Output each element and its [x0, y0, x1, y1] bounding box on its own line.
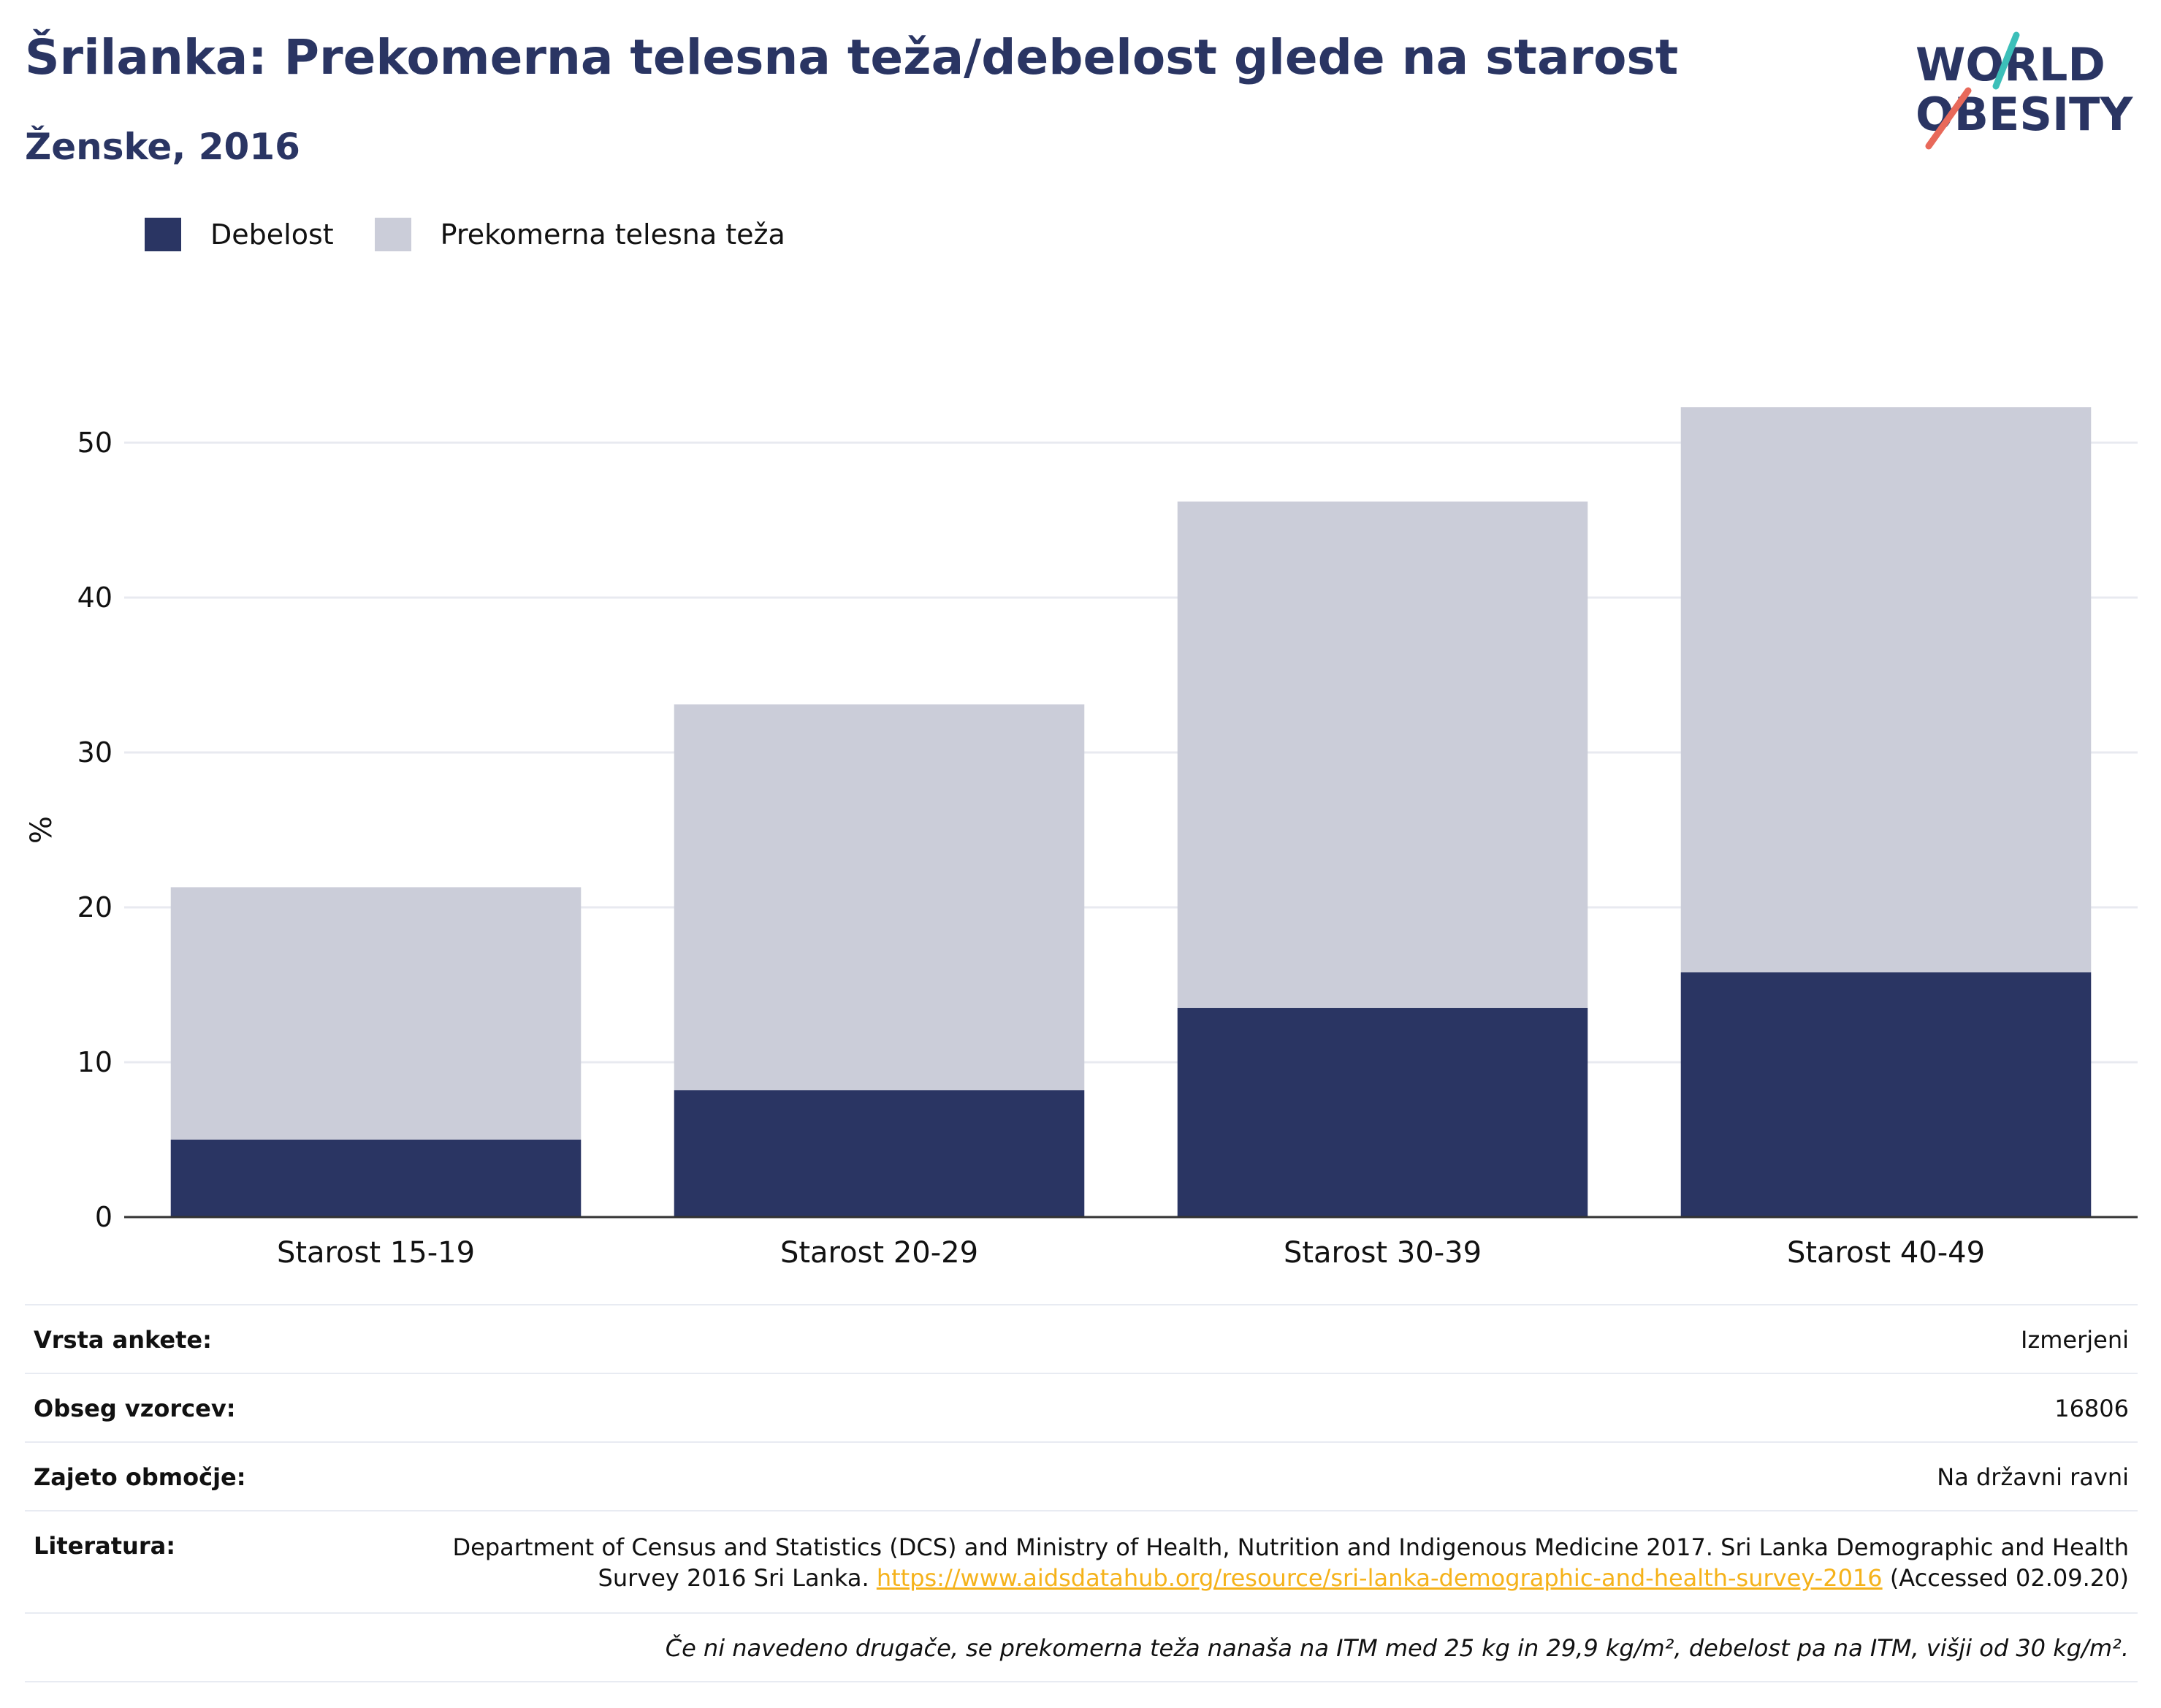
x-tick-label-4: Starost 40-49 — [1787, 1236, 1985, 1270]
y-tick-label-10: 10 — [77, 1046, 113, 1078]
bar-overweight-1 — [170, 887, 582, 1140]
y-tick-label-40: 40 — [77, 582, 113, 614]
page-title: Šrilanka: Prekomerna telesna teža/debelo… — [25, 29, 1679, 85]
world-obesity-logo: WORLD OBESITY — [1916, 31, 2133, 150]
logo-slash-red — [1925, 87, 1972, 150]
page-subtitle: Ženske, 2016 — [25, 126, 300, 168]
reference-link[interactable]: https://www.aidsdatahub.org/resource/sri… — [876, 1564, 1883, 1592]
info-row-sample-size: Obseg vzorcev: 16806 — [25, 1373, 2138, 1441]
info-row-survey-type: Vrsta ankete: Izmerjeni — [25, 1304, 2138, 1373]
legend-label-overweight: Prekomerna telesna teža — [440, 218, 785, 251]
legend-item-overweight[interactable]: Prekomerna telesna teža — [374, 218, 785, 251]
y-tick-label-30: 30 — [77, 736, 113, 769]
legend-swatch-obesity — [145, 218, 181, 251]
chart-legend: Debelost Prekomerna telesna teža — [145, 218, 785, 251]
survey-type-label: Vrsta ankete: — [34, 1326, 212, 1354]
logo-slash-teal — [1992, 31, 2020, 90]
x-tick-label-2: Starost 20-29 — [780, 1236, 978, 1270]
bar-overweight-3 — [1177, 501, 1588, 1008]
bar-obesity-1 — [170, 1140, 582, 1217]
coverage-value: Na državni ravni — [1937, 1463, 2129, 1491]
survey-info-table: Vrsta ankete: Izmerjeni Obseg vzorcev: 1… — [25, 1304, 2138, 1682]
y-tick-label-50: 50 — [77, 427, 113, 459]
y-axis-label: % — [25, 816, 58, 844]
y-tick-label-0: 0 — [95, 1201, 113, 1233]
bar-obesity-4 — [1680, 972, 2092, 1217]
survey-type-value: Izmerjeni — [2021, 1326, 2129, 1354]
bar-overweight-2 — [674, 704, 1085, 1091]
reference-value: Department of Census and Statistics (DCS… — [449, 1532, 2130, 1593]
bmi-definition-note: Če ni navedeno drugače, se prekomerna te… — [25, 1612, 2138, 1682]
reference-accessed: (Accessed 02.09.20) — [1882, 1564, 2129, 1592]
bar-obesity-3 — [1177, 1007, 1588, 1217]
bar-obesity-2 — [674, 1090, 1085, 1217]
sample-size-value: 16806 — [2054, 1395, 2129, 1422]
reference-label: Literatura: — [34, 1532, 175, 1560]
legend-label-obesity: Debelost — [210, 218, 334, 251]
legend-item-obesity[interactable]: Debelost — [145, 218, 334, 251]
reference-text: Department of Census and Statistics (DCS… — [452, 1533, 2130, 1592]
info-row-coverage: Zajeto območje: Na državni ravni — [25, 1441, 2138, 1510]
info-row-reference: Literatura: Department of Census and Sta… — [25, 1510, 2138, 1612]
bar-overweight-4 — [1680, 407, 2092, 973]
x-tick-label-1: Starost 15-19 — [277, 1236, 475, 1270]
sample-size-label: Obseg vzorcev: — [34, 1395, 236, 1422]
legend-swatch-overweight — [374, 218, 411, 251]
coverage-label: Zajeto območje: — [34, 1463, 246, 1491]
stacked-bar-chart: 0 10 20 30 40 50% Starost 15-19 Starost 20-29 St… — [25, 407, 2138, 1270]
y-tick-label-20: 20 — [77, 891, 113, 923]
x-tick-label-3: Starost 30-39 — [1284, 1236, 1482, 1270]
